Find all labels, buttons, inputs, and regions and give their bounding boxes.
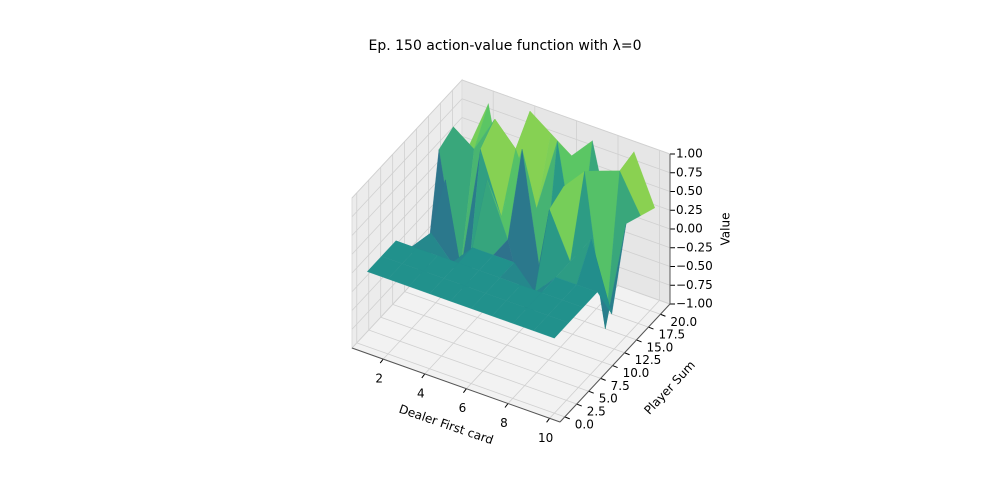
y-tick-label: 2.5 (587, 405, 606, 419)
y-tick-label: 7.5 (611, 379, 630, 393)
y-tick (624, 352, 630, 356)
axis-line (559, 303, 671, 423)
grid-line (356, 342, 565, 418)
y-tick (576, 403, 582, 407)
z-tick-label: 0.25 (676, 203, 703, 217)
y-tick (660, 313, 666, 317)
z-axis-label: Value (719, 213, 733, 246)
y-tick-label: 5.0 (599, 392, 618, 406)
x-tick-label: 8 (500, 416, 508, 430)
y-tick (600, 377, 606, 381)
z-tick-label: 1.00 (676, 147, 703, 161)
grid-line (404, 291, 613, 366)
x-tick-label: 2 (375, 372, 383, 386)
y-tick-label: 20.0 (670, 315, 697, 329)
z-tick-label: −0.50 (676, 259, 713, 273)
z-tick-label: 0.75 (676, 165, 703, 179)
y-tick (564, 416, 570, 420)
x-axis-label: Dealer First card (397, 402, 495, 447)
x-tick (462, 388, 467, 394)
y-tick (636, 339, 642, 343)
x-tick (379, 358, 384, 364)
axis-line (351, 347, 561, 423)
x-tick-label: 10 (538, 431, 553, 445)
x-tick (421, 373, 426, 379)
grid-line (380, 316, 589, 392)
y-tick (612, 365, 618, 369)
y-tick-label: 17.5 (658, 328, 685, 342)
z-tick-label: −0.75 (676, 278, 713, 292)
x-tick-label: 4 (417, 386, 425, 400)
y-tick-label: 15.0 (647, 340, 674, 354)
surface-patch (533, 315, 569, 339)
grid-line (351, 98, 463, 218)
chart-title: Ep. 150 action-value function with λ=0 (369, 38, 642, 54)
z-tick-label: 0.50 (676, 184, 703, 198)
grid-line (507, 285, 619, 404)
x-tick-label: 6 (459, 401, 467, 415)
grid-line (549, 300, 660, 419)
x-tick (546, 417, 550, 423)
grid-line (351, 117, 463, 236)
z-tick-label: −0.25 (676, 240, 713, 254)
grid-line (461, 79, 671, 155)
y-tick (648, 326, 654, 330)
z-tick-label: 0.00 (676, 222, 703, 236)
y-tick (588, 390, 594, 394)
y-tick-label: 12.5 (635, 353, 662, 367)
z-tick-label: −1.00 (676, 297, 713, 311)
grid-line (351, 79, 463, 199)
grid-line (368, 329, 577, 405)
y-tick-label: 10.0 (623, 366, 650, 380)
grid-line (392, 304, 601, 379)
x-tick (504, 403, 509, 408)
y-tick-label: 0.0 (575, 417, 594, 431)
